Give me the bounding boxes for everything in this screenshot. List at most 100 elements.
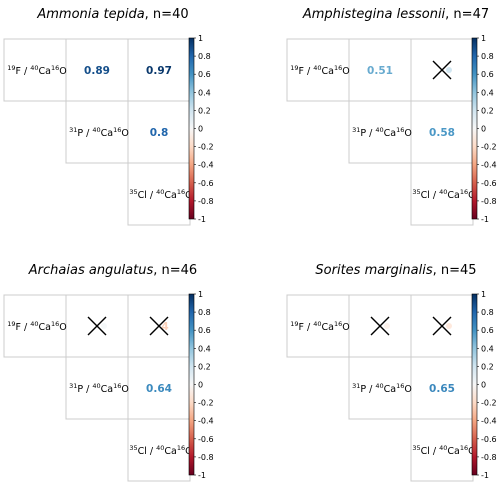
row-label: 31P / 40Ca16O — [69, 126, 129, 139]
colorbar-tick-label: 0 — [481, 381, 486, 390]
isotope-superscript: 31 — [352, 382, 360, 390]
isotope-superscript: 40 — [313, 320, 321, 328]
grid-cell — [127, 162, 191, 226]
colorbar-tick-label: -0.2 — [481, 399, 497, 408]
colorbar-tick-label: 1 — [198, 34, 203, 43]
element-symbol: P / — [77, 384, 92, 395]
grid-cell — [286, 294, 350, 358]
element-symbol: P / — [360, 384, 375, 395]
grid-cell — [127, 38, 191, 102]
colorbar-tick-label: 0.4 — [198, 88, 211, 97]
panel-title: Amphistegina lessonii, n=47 — [302, 7, 489, 22]
isotope-superscript: 40 — [156, 444, 164, 452]
element-symbol: Cl / — [421, 190, 440, 201]
nonsignificant-cross — [149, 316, 169, 336]
grid-cell — [348, 38, 412, 102]
isotope-superscript: 40 — [313, 64, 321, 72]
nonsignificant-cross — [370, 316, 390, 336]
nonsignificant-cross — [87, 316, 107, 336]
colorbar-tick-label: 0.2 — [198, 362, 211, 371]
nonsignificant-cross — [432, 60, 452, 80]
isotope-superscript: 19 — [290, 64, 298, 72]
element-symbol: Ca — [322, 322, 334, 333]
element-symbol: Ca — [447, 446, 459, 457]
sample-count: , n=47 — [445, 7, 489, 22]
colorbar-tick-label: 0 — [481, 125, 486, 134]
isotope-superscript: 31 — [69, 126, 77, 134]
colorbar-tick-label: -0.2 — [198, 399, 214, 408]
element-symbol: Cl / — [421, 446, 440, 457]
isotope-superscript: 35 — [412, 188, 420, 196]
correlation-value: 0.51 — [367, 65, 393, 77]
element-symbol: Ca — [447, 190, 459, 201]
correlation-mark — [446, 323, 452, 329]
element-symbol: Cl / — [138, 190, 157, 201]
row-label: 31P / 40Ca16O — [352, 382, 412, 395]
isotope-superscript: 16 — [51, 320, 59, 328]
colorbar-tick-label: -0.6 — [481, 435, 497, 444]
grid-cell — [410, 294, 474, 358]
grid-cell — [127, 418, 191, 482]
isotope-superscript: 16 — [177, 188, 185, 196]
element-symbol: O — [342, 66, 349, 77]
colorbar-tick-label: -1 — [481, 215, 489, 224]
element-symbol: Cl / — [138, 446, 157, 457]
sample-count: , n=46 — [153, 263, 197, 278]
colorbar — [188, 37, 195, 220]
colorbar-tick-label: 0.6 — [198, 326, 211, 335]
grid-cell — [65, 356, 129, 420]
correlation-mark — [446, 67, 452, 73]
isotope-superscript: 16 — [177, 444, 185, 452]
sample-count: , n=45 — [433, 263, 477, 278]
isotope-superscript: 40 — [439, 188, 447, 196]
colorbar-tick-label: -0.8 — [481, 453, 497, 462]
element-symbol: F / — [16, 322, 31, 333]
isotope-superscript: 31 — [69, 382, 77, 390]
colorbar-tick-label: -0.6 — [198, 435, 214, 444]
isotope-superscript: 19 — [290, 320, 298, 328]
colorbar-tick-label: -0.4 — [481, 161, 497, 170]
element-symbol: O — [59, 66, 66, 77]
colorbar-tick-label: -0.8 — [198, 197, 214, 206]
row-label: 19F / 40Ca16O — [290, 320, 350, 333]
colorbar-tick-label: 1 — [481, 290, 486, 299]
colorbar-tick-label: 0 — [198, 381, 203, 390]
element-symbol: F / — [16, 66, 31, 77]
colorbar-tick-label: -0.4 — [198, 417, 214, 426]
sample-count: , n=40 — [145, 7, 189, 22]
correlation-value: 0.64 — [146, 383, 172, 395]
panel-title: Sorites marginalis, n=45 — [315, 263, 476, 278]
row-label: 19F / 40Ca16O — [7, 320, 67, 333]
colorbar-tick-label: 1 — [481, 34, 486, 43]
isotope-superscript: 16 — [460, 188, 468, 196]
grid-cell — [65, 38, 129, 102]
isotope-superscript: 35 — [412, 444, 420, 452]
colorbar-tick-label: 0.4 — [481, 88, 494, 97]
colorbar-tick-label: 1 — [198, 290, 203, 299]
grid-cell — [3, 38, 67, 102]
colorbar-tick-label: 0.8 — [481, 52, 494, 61]
colorbar-tick-label: 0.6 — [198, 70, 211, 79]
isotope-superscript: 16 — [460, 444, 468, 452]
element-symbol: Ca — [101, 128, 113, 139]
isotope-superscript: 40 — [439, 444, 447, 452]
colorbar-tick-label: 0.6 — [481, 70, 494, 79]
isotope-superscript: 16 — [396, 126, 404, 134]
isotope-superscript: 16 — [396, 382, 404, 390]
colorbar-tick-label: -0.6 — [198, 179, 214, 188]
element-symbol: Ca — [384, 384, 396, 395]
element-symbol: O — [404, 128, 411, 139]
isotope-superscript: 40 — [30, 64, 38, 72]
isotope-superscript: 16 — [113, 126, 121, 134]
colorbar-tick-label: 0 — [198, 125, 203, 134]
element-symbol: F / — [299, 322, 314, 333]
species-name: Amphistegina lessonii — [302, 7, 446, 22]
grid-cell — [3, 294, 67, 358]
isotope-superscript: 19 — [7, 320, 15, 328]
isotope-superscript: 16 — [334, 320, 342, 328]
element-symbol: P / — [360, 128, 375, 139]
